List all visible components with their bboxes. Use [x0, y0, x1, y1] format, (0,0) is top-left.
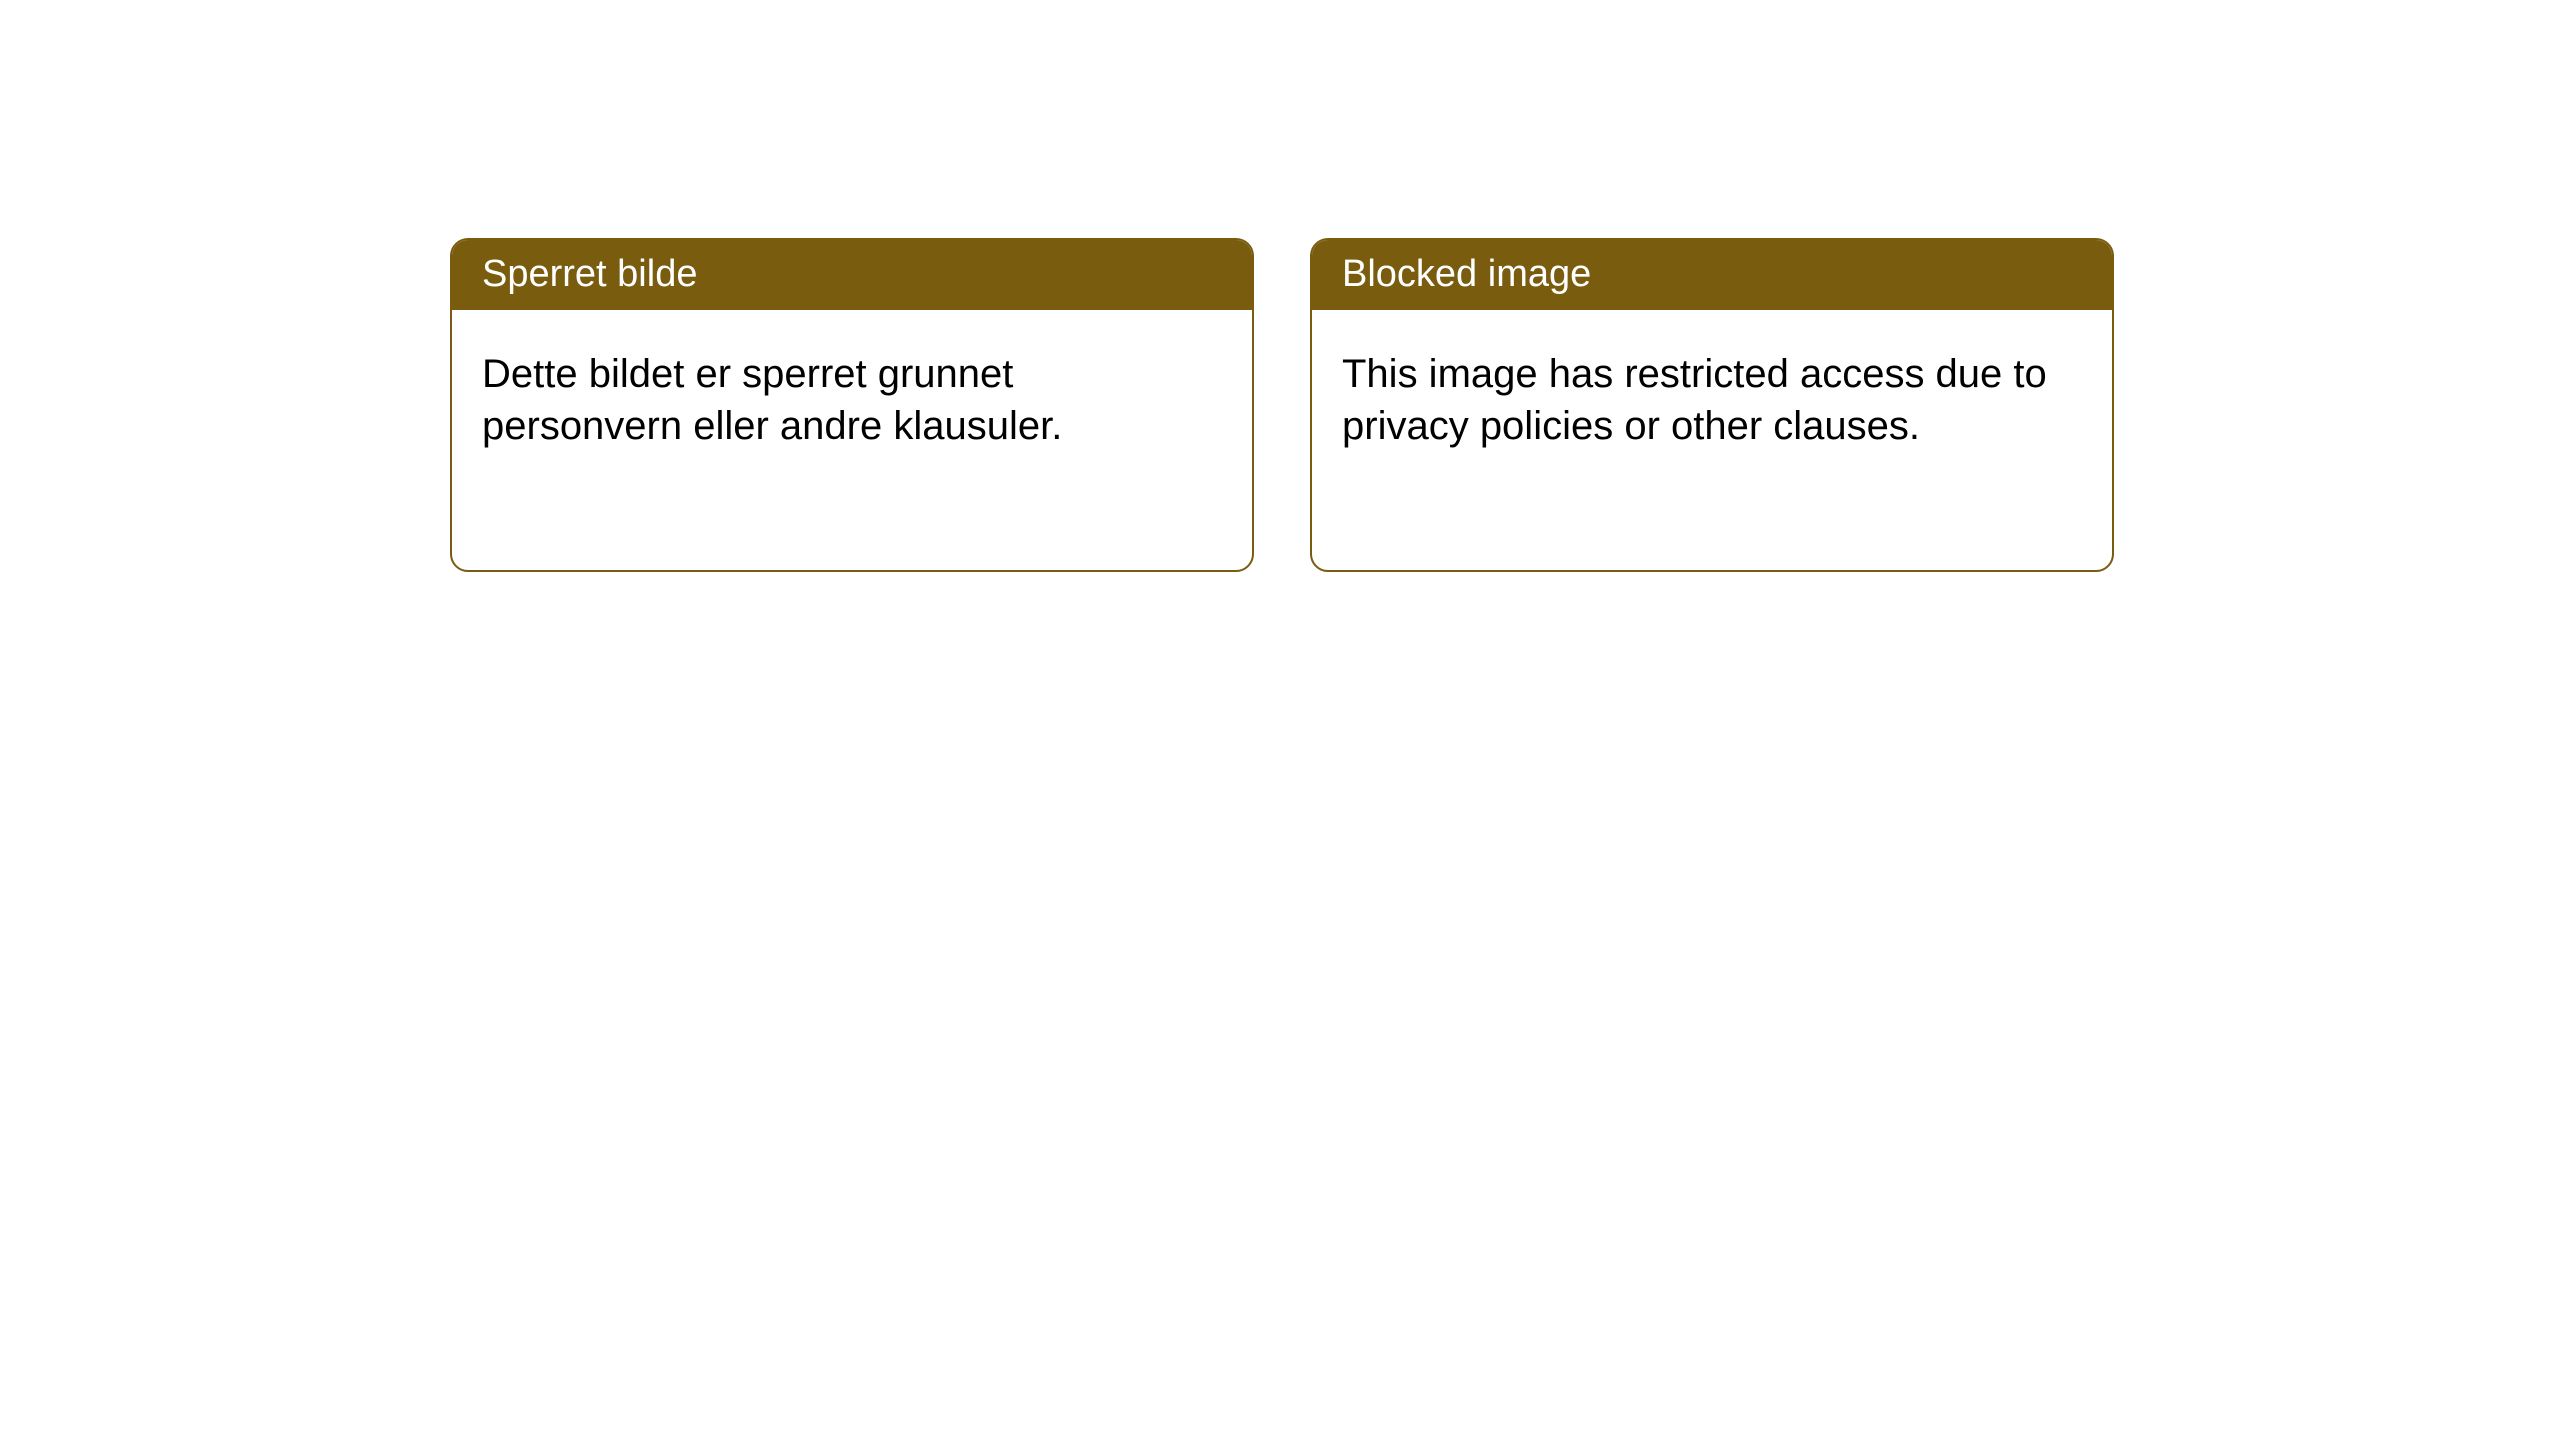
notice-body: This image has restricted access due to …: [1312, 310, 2112, 490]
notice-card-norwegian: Sperret bilde Dette bildet er sperret gr…: [450, 238, 1254, 572]
notice-card-english: Blocked image This image has restricted …: [1310, 238, 2114, 572]
notice-header: Sperret bilde: [452, 240, 1252, 310]
notice-header: Blocked image: [1312, 240, 2112, 310]
notice-title: Blocked image: [1342, 253, 1591, 295]
notice-container: Sperret bilde Dette bildet er sperret gr…: [0, 0, 2560, 572]
notice-message: Dette bildet er sperret grunnet personve…: [482, 352, 1062, 448]
notice-title: Sperret bilde: [482, 253, 697, 295]
notice-body: Dette bildet er sperret grunnet personve…: [452, 310, 1252, 490]
notice-message: This image has restricted access due to …: [1342, 352, 2047, 448]
